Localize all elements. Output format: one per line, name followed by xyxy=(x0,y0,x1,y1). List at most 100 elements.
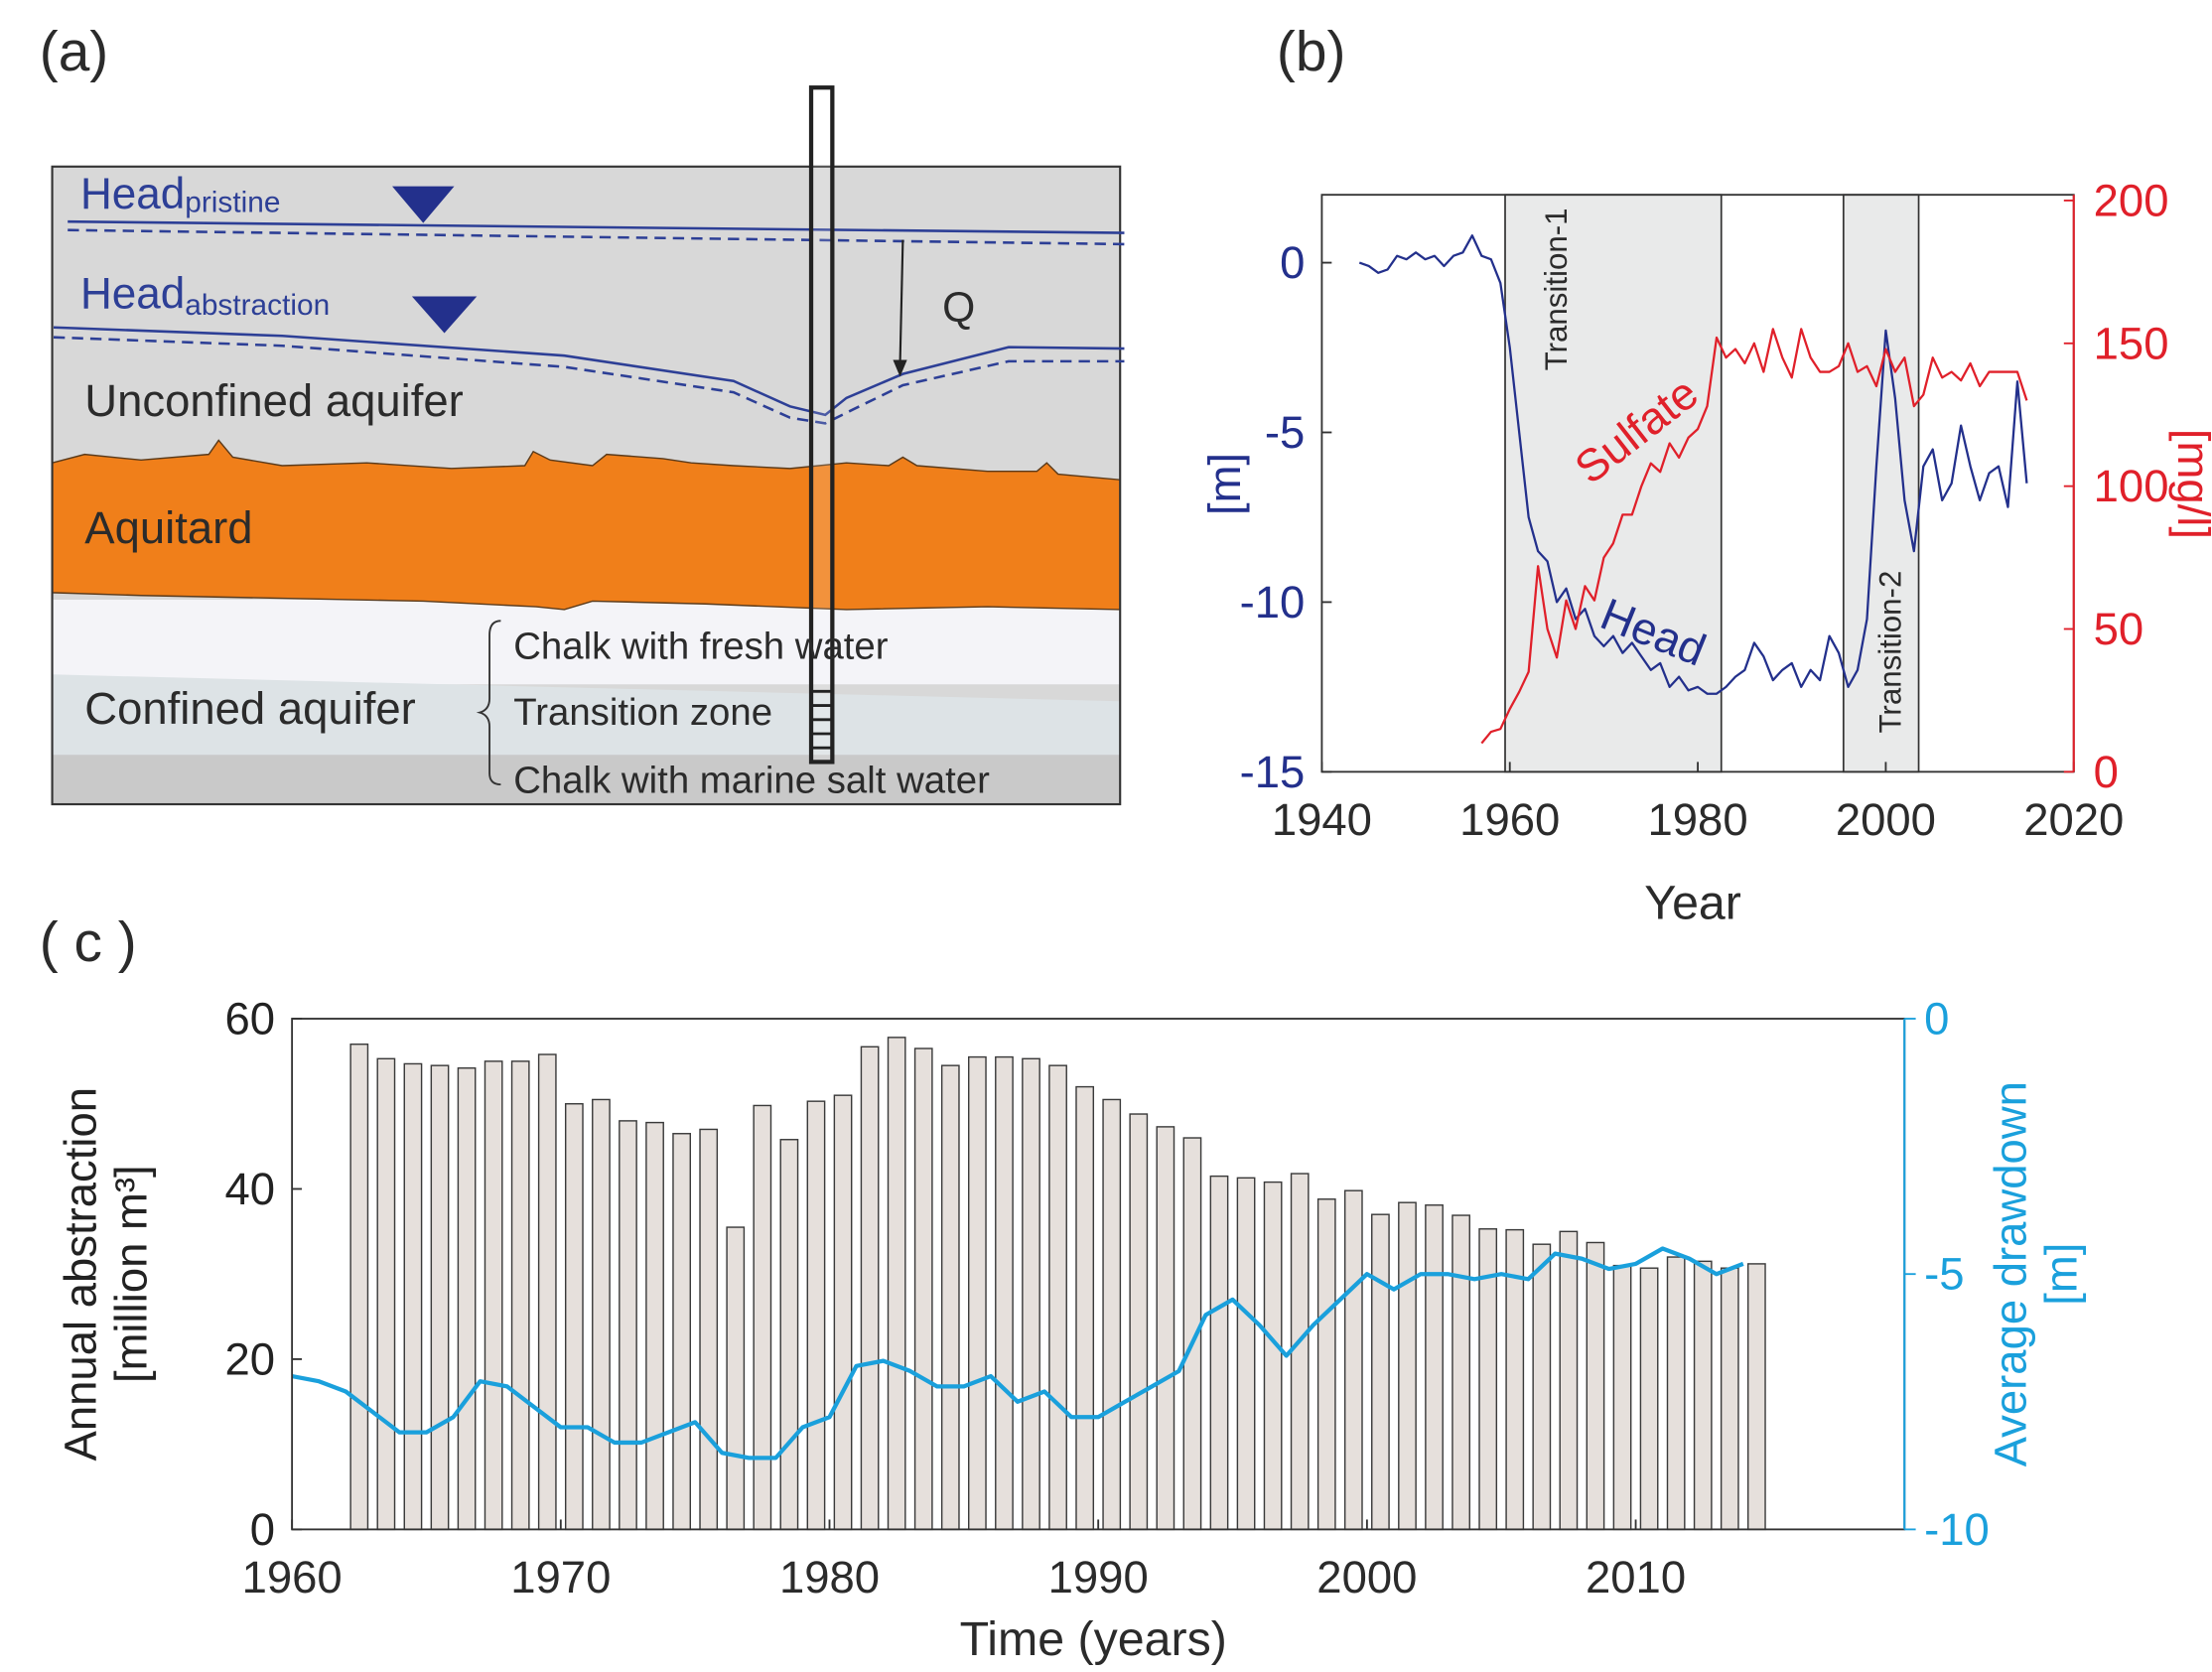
layer-label: Aquitard xyxy=(84,502,252,553)
y2-tick-label: 200 xyxy=(2094,175,2169,225)
bar xyxy=(1075,1085,1095,1531)
bar xyxy=(564,1103,584,1531)
bar xyxy=(1452,1214,1470,1531)
y-axis-label: [m] xyxy=(1199,453,1250,515)
panel-label: ( c ) xyxy=(40,911,137,974)
head-subscript: pristine xyxy=(185,186,280,218)
shaded-region xyxy=(1504,194,1723,773)
bar xyxy=(592,1098,611,1531)
x-tick-label: 2000 xyxy=(1836,794,1936,845)
x-tick-label: 2020 xyxy=(2023,794,2124,845)
bar xyxy=(430,1064,450,1531)
fresh-chalk-layer xyxy=(52,599,1121,685)
plot-frame xyxy=(291,1018,1906,1531)
head-pristine-label: Headpristine xyxy=(80,169,280,218)
bar xyxy=(1209,1175,1229,1531)
y2-axis-label: [m] xyxy=(2035,1243,2086,1306)
head-subscript: abstraction xyxy=(185,289,330,322)
bar xyxy=(1666,1256,1686,1531)
head-pristine-dashed xyxy=(68,228,1125,246)
head-text: Head xyxy=(80,269,185,318)
bar xyxy=(833,1094,853,1531)
bar xyxy=(1371,1213,1390,1531)
layer-label: Unconfined aquifer xyxy=(84,375,464,426)
x-tick-label: 1940 xyxy=(1272,794,1372,845)
bar xyxy=(940,1064,960,1531)
head-pristine-line xyxy=(68,219,1125,234)
bar xyxy=(995,1055,1014,1531)
y-tick-label: -10 xyxy=(1240,577,1306,627)
bar xyxy=(672,1133,691,1531)
water-table-marker xyxy=(392,186,455,223)
bar xyxy=(403,1062,423,1531)
y-tick-label: -15 xyxy=(1240,747,1306,797)
zone-label: Transition zone xyxy=(513,691,772,734)
x-tick-label: 1980 xyxy=(1648,794,1748,845)
bar xyxy=(1290,1173,1310,1531)
bar xyxy=(1720,1267,1739,1531)
bar xyxy=(1559,1230,1579,1531)
x-tick-label: 1990 xyxy=(1048,1552,1149,1602)
bar xyxy=(699,1128,719,1531)
y2-tick-label: 0 xyxy=(2094,747,2119,797)
aquitard-layer xyxy=(51,439,1121,611)
head-abstraction-label: Headabstraction xyxy=(80,269,330,321)
bar xyxy=(968,1055,987,1531)
bar xyxy=(1746,1263,1766,1531)
chart: Transition-1Transition-2HeadSulfate(b)19… xyxy=(1199,21,2212,929)
y-tick-label: 20 xyxy=(225,1333,276,1384)
flow-label: Q xyxy=(942,284,975,332)
water-table-marker xyxy=(411,296,478,334)
well-screen xyxy=(811,689,833,750)
bar xyxy=(1612,1264,1632,1531)
y2-tick-label: 0 xyxy=(1924,994,1949,1045)
flow-arrow xyxy=(899,239,904,364)
bar xyxy=(1102,1098,1122,1531)
y-axis-label: [million m³] xyxy=(106,1165,157,1383)
panel-label: (b) xyxy=(1277,21,1345,83)
region-label: Transition-2 xyxy=(1873,571,1908,734)
bar xyxy=(887,1037,906,1531)
head-abstraction-dashed xyxy=(53,336,1125,425)
y-tick-label: 60 xyxy=(225,994,276,1045)
bar xyxy=(1022,1057,1040,1531)
bar xyxy=(860,1045,880,1531)
y2-tick-label: 50 xyxy=(2094,604,2144,654)
bar xyxy=(779,1139,799,1531)
data-line xyxy=(1358,234,2028,695)
bar xyxy=(457,1067,477,1531)
y-tick-label: 40 xyxy=(225,1164,276,1214)
bar xyxy=(376,1057,396,1531)
bar xyxy=(726,1226,746,1531)
region-label: Transition-1 xyxy=(1539,208,1574,370)
y2-axis-label: Average drawdown xyxy=(1985,1081,2035,1466)
bar xyxy=(349,1044,369,1531)
x-tick-label: 1970 xyxy=(510,1552,611,1602)
bar xyxy=(1156,1126,1175,1531)
x-tick-label: 2010 xyxy=(1586,1552,1686,1602)
y-tick-label: -5 xyxy=(1265,407,1305,458)
layer-label: Confined aquifer xyxy=(84,683,416,734)
x-tick-label: 1960 xyxy=(1459,794,1560,845)
x-tick-label: 1980 xyxy=(779,1552,880,1602)
bar xyxy=(645,1121,664,1531)
y-tick-label: 0 xyxy=(1280,237,1305,288)
bar xyxy=(1236,1177,1256,1531)
zone-label: Chalk with fresh water xyxy=(513,625,889,667)
bar xyxy=(510,1060,530,1531)
data-line xyxy=(1480,328,2028,745)
x-axis-label: Time (years) xyxy=(960,1612,1227,1666)
y2-tick-label: 100 xyxy=(2094,461,2169,511)
plot-content xyxy=(291,1037,1766,1531)
y-tick-label: 0 xyxy=(250,1504,275,1555)
bar xyxy=(484,1060,503,1531)
transition-layer xyxy=(52,674,1121,756)
x-axis-label: Year xyxy=(1644,876,1741,929)
bar xyxy=(913,1047,933,1531)
bar xyxy=(1129,1113,1149,1531)
bar xyxy=(1532,1243,1552,1531)
bar xyxy=(806,1100,826,1531)
